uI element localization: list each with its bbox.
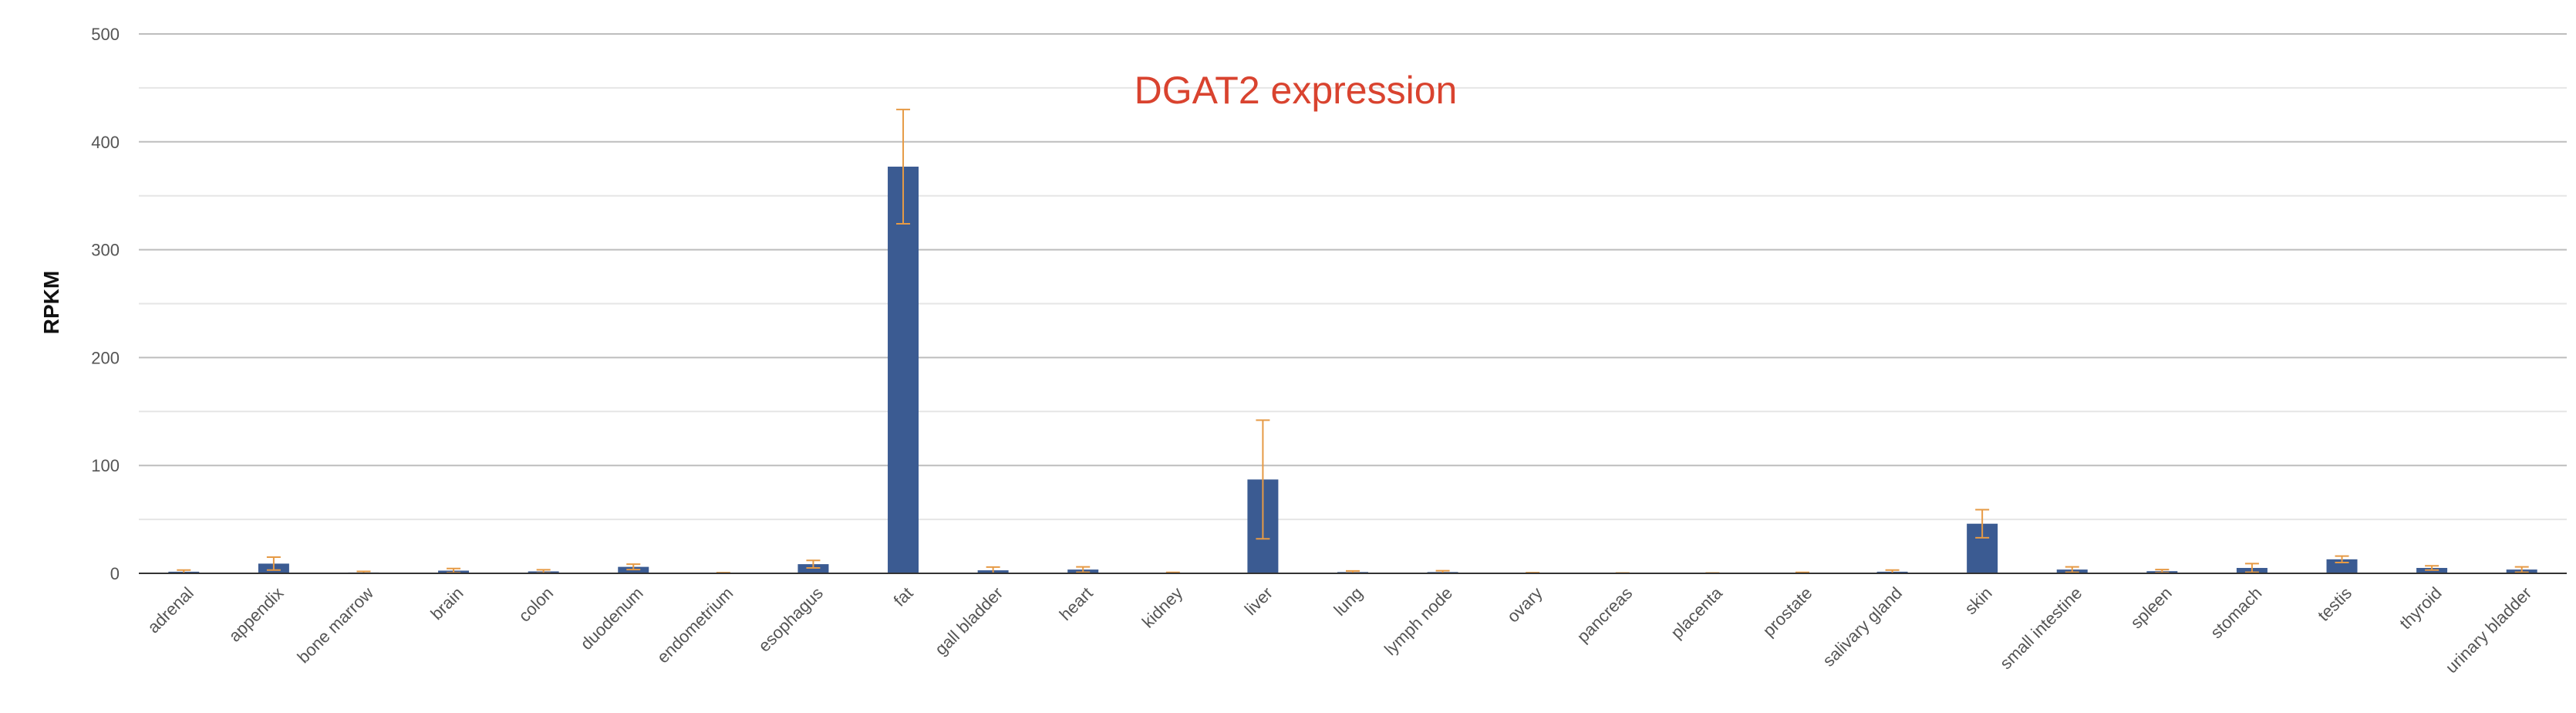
error-bar — [626, 563, 641, 571]
x-tick-label: testis — [2314, 583, 2355, 625]
x-tick-label: stomach — [2207, 583, 2265, 642]
x-tick-label: lymph node — [1381, 583, 1456, 659]
error-bar — [806, 559, 821, 569]
y-tick-label: 100 — [91, 456, 120, 475]
x-tick-label: kidney — [1138, 583, 1187, 632]
error-bar — [2514, 566, 2529, 573]
error-bar — [2065, 566, 2079, 573]
x-tick-label: endometrium — [653, 583, 737, 667]
x-tick-label: thyroid — [2396, 583, 2445, 633]
x-tick-label: duodenum — [577, 583, 647, 654]
x-tick-label: esophagus — [754, 583, 827, 656]
y-tick-label: 400 — [91, 133, 120, 152]
x-tick-label: urinary bladder — [2442, 583, 2535, 677]
bar — [2326, 559, 2358, 573]
y-tick-label: 200 — [91, 348, 120, 367]
x-tick-label: brain — [427, 583, 467, 623]
error-bar — [2244, 563, 2259, 573]
x-tick-label: adrenal — [143, 583, 197, 637]
bar — [888, 166, 919, 574]
y-axis-ticks: 0 100 200 300 400 500 — [91, 25, 120, 583]
error-bar — [1256, 419, 1270, 540]
error-bar — [2335, 555, 2349, 564]
x-tick-label: prostate — [1759, 583, 1816, 640]
x-tick-label: spleen — [2126, 583, 2176, 633]
error-bar — [1076, 566, 1091, 573]
x-tick-label: salivary gland — [1819, 583, 1906, 671]
error-bar — [1975, 509, 1990, 539]
x-axis-ticks: adrenal appendix bone marrow brain colon duod… — [143, 583, 2535, 677]
error-bar — [266, 556, 281, 571]
x-tick-label: heart — [1056, 583, 1097, 624]
y-axis-label: RPKM — [39, 271, 63, 334]
grid — [139, 33, 2567, 521]
y-tick-label: 0 — [110, 564, 120, 583]
bar — [797, 564, 829, 573]
y-tick-label: 300 — [91, 241, 120, 260]
x-tick-label: skin — [1961, 583, 1995, 618]
x-tick-label: ovary — [1503, 583, 1546, 627]
x-tick-label: appendix — [225, 583, 288, 646]
error-bars — [177, 108, 2529, 574]
bars — [168, 166, 2537, 574]
x-tick-label: fat — [890, 583, 917, 610]
error-bar — [2425, 565, 2439, 571]
error-bar — [896, 108, 911, 225]
x-tick-label: placenta — [1667, 583, 1726, 642]
y-tick-label: 500 — [91, 25, 120, 44]
x-tick-label: bone marrow — [294, 583, 378, 667]
x-tick-label: pancreas — [1573, 583, 1637, 647]
x-tick-label: gall bladder — [931, 583, 1006, 659]
x-tick-label: lung — [1330, 583, 1366, 620]
x-tick-label: liver — [1241, 583, 1276, 619]
x-tick-label: small intestine — [1996, 583, 2085, 673]
chart-title: DGAT2 expression — [1135, 69, 1458, 112]
x-tick-label: colon — [514, 583, 557, 626]
